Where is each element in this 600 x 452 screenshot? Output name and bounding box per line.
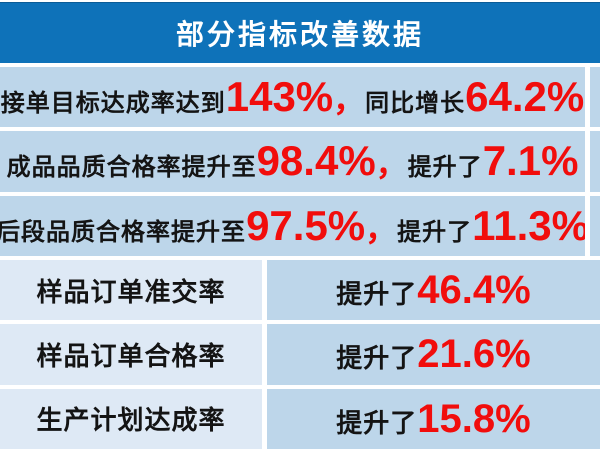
metric-value-secondary: 7.1% xyxy=(483,137,579,184)
metric-name: 样品订单合格率 xyxy=(36,336,225,373)
metric-value: 46.4% xyxy=(417,268,530,312)
metric-change-text: 提升了46.4% xyxy=(336,270,530,310)
separator-comma: ， xyxy=(376,146,408,182)
metric-value-primary: 98.4% xyxy=(257,137,376,184)
metric-middle: 提升了 xyxy=(336,279,417,309)
row-backend-quality-text: 后段品质合格率提升至97.5%，提升了11.3% xyxy=(0,205,585,247)
separator-comma: ， xyxy=(365,211,397,247)
metric-change-cell: 提升了21.6% xyxy=(267,324,600,384)
row-finished-quality-cell: 成品品质合格率提升至98.4%，提升了7.1% xyxy=(0,131,585,191)
row-edge-strip xyxy=(590,196,600,256)
metric-value-primary: 97.5% xyxy=(246,202,365,249)
row-order-target-text: 接单目标达成率达到143%，同比增长64.2% xyxy=(1,76,585,118)
metric-value: 15.8% xyxy=(417,397,530,441)
metric-name-cell: 生产计划达成率 xyxy=(0,389,262,449)
row-backend-quality-rate: 后段品质合格率提升至97.5%，提升了11.3% xyxy=(0,196,600,256)
metric-prefix: 接单目标达成率达到 xyxy=(1,90,226,117)
metric-value-primary: 143% xyxy=(226,73,333,120)
metric-name-cell: 样品订单准交率 xyxy=(0,260,262,320)
metric-middle: 提升了 xyxy=(397,219,472,246)
metric-middle: 同比增长 xyxy=(365,90,465,117)
metric-prefix: 后段品质合格率提升至 xyxy=(0,219,246,246)
metric-value: 21.6% xyxy=(417,332,530,376)
metric-prefix: 成品品质合格率提升至 xyxy=(7,154,257,181)
metric-change-text: 提升了21.6% xyxy=(336,334,530,374)
metric-change-text: 提升了15.8% xyxy=(336,399,530,439)
metric-value-secondary: 64.2% xyxy=(465,73,584,120)
metric-value-secondary: 11.3% xyxy=(472,202,585,249)
row-edge-strip xyxy=(590,131,600,191)
metric-name-cell: 样品订单合格率 xyxy=(0,324,262,384)
row-finished-quality-text: 成品品质合格率提升至98.4%，提升了7.1% xyxy=(7,140,579,182)
metric-change-cell: 提升了15.8% xyxy=(267,389,600,449)
row-edge-strip xyxy=(590,67,600,127)
metric-name: 样品订单准交率 xyxy=(36,272,225,309)
improvement-data-board: 部分指标改善数据 接单目标达成率达到143%，同比增长64.2% 成品品质合格率… xyxy=(0,0,600,452)
metric-middle: 提升了 xyxy=(336,408,417,438)
metric-middle: 提升了 xyxy=(408,154,483,181)
row-sample-ontime-rate: 样品订单准交率 提升了46.4% xyxy=(0,260,600,320)
metric-middle: 提升了 xyxy=(336,343,417,373)
page-title: 部分指标改善数据 xyxy=(176,13,424,53)
separator-comma: ， xyxy=(333,82,365,118)
title-banner: 部分指标改善数据 xyxy=(0,2,600,63)
row-backend-quality-cell: 后段品质合格率提升至97.5%，提升了11.3% xyxy=(0,196,585,256)
row-production-plan-rate: 生产计划达成率 提升了15.8% xyxy=(0,389,600,449)
row-sample-pass-rate: 样品订单合格率 提升了21.6% xyxy=(0,324,600,384)
row-finished-quality-rate: 成品品质合格率提升至98.4%，提升了7.1% xyxy=(0,131,600,191)
row-order-target-rate: 接单目标达成率达到143%，同比增长64.2% xyxy=(0,67,600,127)
row-order-target-cell: 接单目标达成率达到143%，同比增长64.2% xyxy=(0,67,585,127)
metric-change-cell: 提升了46.4% xyxy=(267,260,600,320)
metric-name: 生产计划达成率 xyxy=(36,400,225,437)
